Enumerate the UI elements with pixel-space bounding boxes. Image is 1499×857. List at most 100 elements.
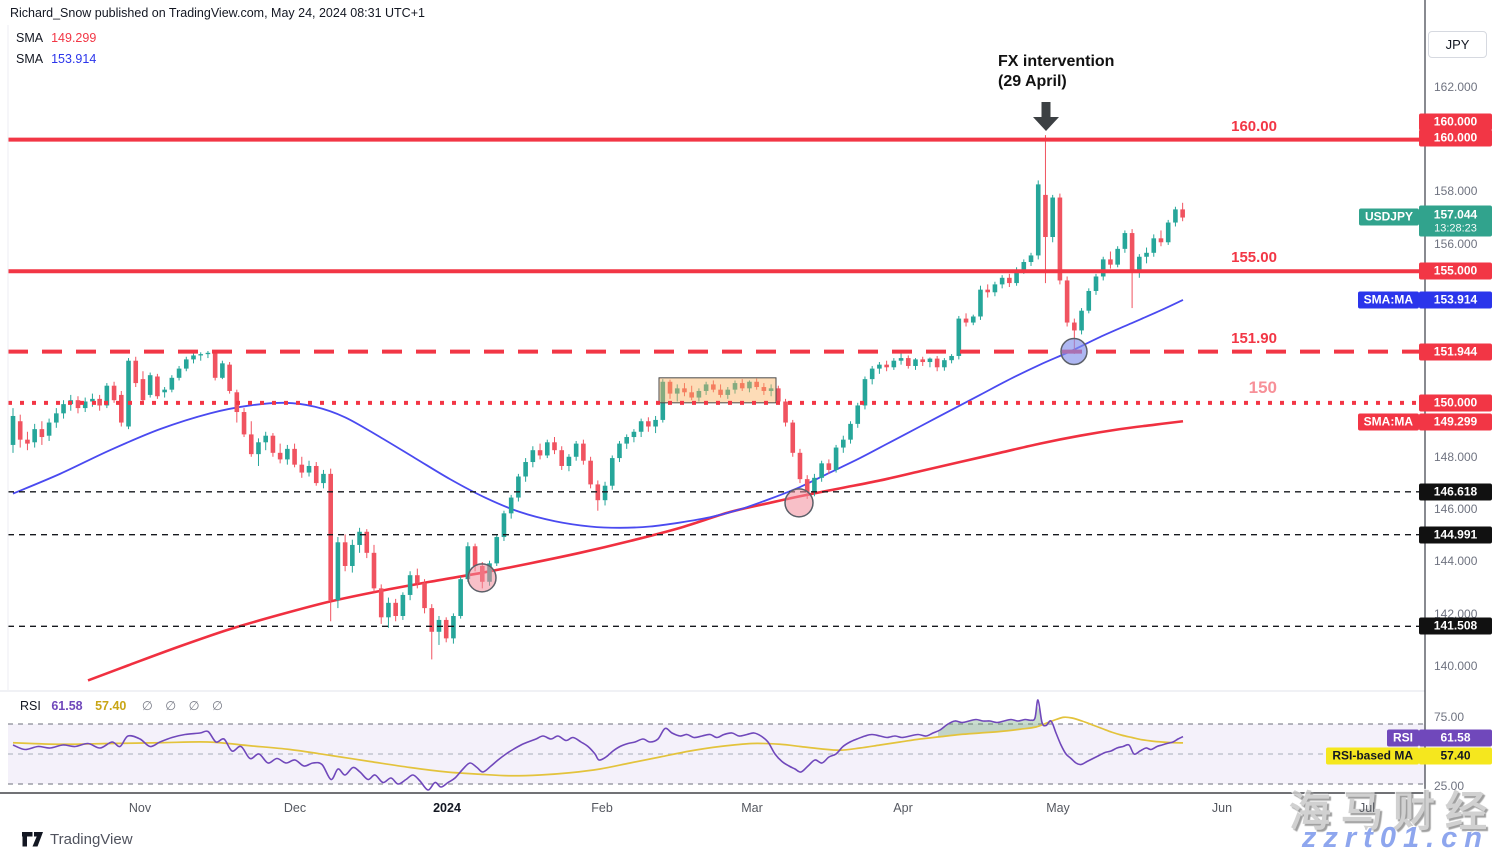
- candle-body: [220, 363, 225, 378]
- candle-body: [1100, 259, 1106, 277]
- price-badge: 61.58: [1419, 729, 1492, 747]
- candle-body: [841, 439, 846, 448]
- candle-body: [501, 513, 507, 538]
- rsi-legend[interactable]: RSI 61.58 57.40 ∅ ∅ ∅ ∅: [20, 698, 232, 713]
- time-axis-label-Dec[interactable]: Dec: [283, 801, 307, 815]
- candle-body: [508, 497, 514, 514]
- candle-body: [147, 375, 153, 395]
- tradingview-logo-icon: [22, 831, 43, 846]
- rsi-overbought-fill: [938, 706, 1049, 737]
- candle-body: [299, 464, 305, 473]
- candle-body: [256, 442, 261, 455]
- candle-body: [393, 602, 398, 616]
- candle-body: [1165, 222, 1171, 243]
- candle-body: [111, 385, 117, 401]
- empty-slot-icon: ∅: [165, 699, 177, 713]
- candle-body: [754, 381, 759, 388]
- price-badge: 146.618: [1419, 483, 1492, 501]
- candle-body: [1122, 233, 1128, 249]
- candle-body: [451, 615, 456, 639]
- candle-body: [335, 542, 341, 601]
- candle-body: [1129, 233, 1135, 273]
- candle-body: [133, 360, 139, 384]
- rsi-pane[interactable]: [8, 699, 1425, 791]
- candle-body: [573, 443, 579, 457]
- level-price-label: 150: [1248, 377, 1277, 397]
- candle-body: [1180, 209, 1185, 218]
- time-axis-label-May[interactable]: May: [1046, 801, 1070, 815]
- price-badge: 144.991: [1419, 526, 1492, 544]
- indicator-legend[interactable]: SMA 149.299 SMA 153.914: [16, 28, 96, 70]
- sma-fast-value: 149.299: [51, 31, 97, 45]
- time-axis-label-Feb[interactable]: Feb: [591, 801, 613, 815]
- sma-slow-legend-row: SMA 153.914: [16, 49, 96, 70]
- tradingview-attribution[interactable]: TradingView: [22, 831, 133, 848]
- rsi-axis-tick[interactable]: 25.00: [1434, 779, 1465, 793]
- price-axis-tick[interactable]: 146.000: [1434, 502, 1478, 516]
- rsi-axis-tick[interactable]: 75.00: [1434, 710, 1465, 724]
- candle-body: [949, 355, 954, 361]
- level-price-label: 155.00: [1231, 249, 1277, 267]
- price-axis-tick[interactable]: 148.000: [1434, 450, 1478, 464]
- candle-body: [682, 388, 687, 393]
- candle-body: [1173, 209, 1178, 223]
- time-axis-label-Apr[interactable]: Apr: [893, 801, 913, 815]
- price-axis-tick[interactable]: 144.000: [1434, 554, 1478, 568]
- time-axis-label-Mar[interactable]: Mar: [741, 801, 763, 815]
- candle-body: [609, 458, 615, 486]
- candle-body: [624, 437, 629, 444]
- main-pane[interactable]: [8, 135, 1425, 682]
- rsi-line: [12, 699, 1184, 791]
- price-badge: 153.914: [1419, 291, 1492, 309]
- candle-body: [761, 387, 767, 391]
- candle-body: [350, 544, 355, 566]
- price-axis-tick[interactable]: 156.000: [1434, 237, 1478, 251]
- price-axis-tick[interactable]: 140.000: [1434, 659, 1478, 673]
- down-arrow-icon: [1041, 102, 1051, 117]
- sma-fast-legend-row: SMA 149.299: [16, 28, 96, 49]
- candle-body: [61, 404, 66, 414]
- time-axis-label-2024[interactable]: 2024: [433, 801, 461, 815]
- price-axis-tick[interactable]: 162.000: [1434, 80, 1478, 94]
- candle-body: [321, 473, 326, 484]
- watermark-chinese: 海马财经: [1288, 788, 1497, 835]
- candle-body: [891, 360, 897, 368]
- time-axis-label-Jun[interactable]: Jun: [1211, 801, 1233, 815]
- time-axis-label-Nov[interactable]: Nov: [128, 801, 152, 815]
- currency-unit-button[interactable]: JPY: [1428, 31, 1487, 58]
- price-badge: 160.000: [1419, 129, 1492, 147]
- empty-slot-icon: ∅: [141, 699, 153, 713]
- candle-body: [862, 379, 868, 406]
- candle-body: [804, 479, 810, 493]
- countdown-timer: 13:28:23: [1434, 222, 1477, 235]
- price-axis-tick[interactable]: 158.000: [1434, 184, 1478, 198]
- candle-body: [696, 390, 702, 398]
- price-badge: 160.000: [1419, 113, 1492, 131]
- candle-body: [169, 377, 175, 390]
- rsi-ma-value: 57.40: [95, 699, 127, 713]
- candle-body: [429, 608, 435, 632]
- candle-body: [747, 381, 752, 389]
- time-axis-label-Jul[interactable]: Jul: [1359, 801, 1375, 815]
- candle-body: [884, 364, 889, 368]
- candle-body: [270, 435, 276, 453]
- fx-intervention-line1: FX intervention: [998, 53, 1115, 70]
- candle-body: [90, 398, 95, 402]
- candle-body: [660, 381, 666, 420]
- rsi-value: 61.58: [51, 699, 83, 713]
- candle-body: [631, 431, 637, 438]
- candle-body: [82, 401, 88, 409]
- price-badge: 155.000: [1419, 262, 1492, 280]
- candle-body: [978, 289, 983, 317]
- candle-body: [819, 463, 824, 478]
- candle-body: [155, 376, 160, 397]
- candle-body: [386, 602, 391, 618]
- attribution-text: Richard_Snow published on TradingView.co…: [10, 6, 425, 20]
- candle-body: [689, 392, 694, 398]
- candle-body: [544, 442, 550, 456]
- candle-body: [776, 388, 781, 402]
- candle-body: [126, 360, 131, 427]
- price-badge: 149.299: [1419, 413, 1492, 431]
- candle-body: [877, 364, 882, 369]
